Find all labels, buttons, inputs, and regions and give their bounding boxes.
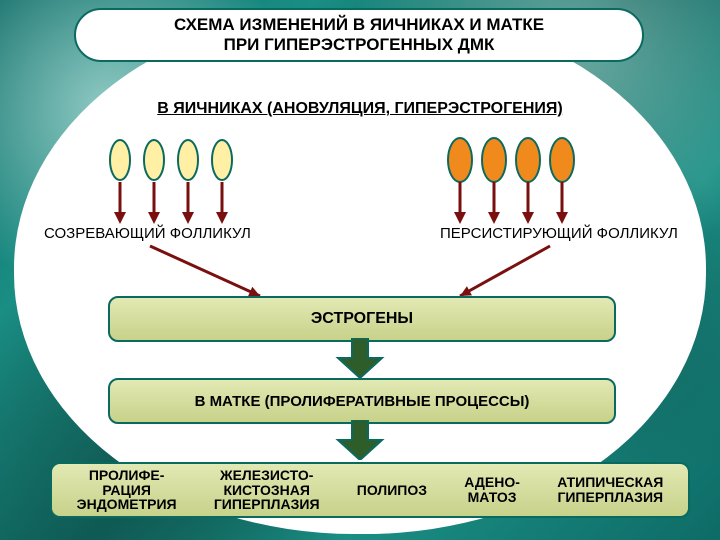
uterus-label: В МАТКЕ (ПРОЛИФЕРАТИВНЫЕ ПРОЦЕССЫ) — [195, 393, 530, 410]
outcome-item: ПРОЛИФЕ- РАЦИЯ ЭНДОМЕТРИЯ — [77, 468, 177, 512]
uterus-band: В МАТКЕ (ПРОЛИФЕРАТИВНЫЕ ПРОЦЕССЫ) — [108, 378, 616, 424]
subtitle-text: В ЯИЧНИКАХ (АНОВУЛЯЦИЯ, ГИПЕРЭСТРОГЕНИЯ) — [0, 100, 720, 118]
follicle-group-right — [440, 138, 620, 233]
follicle-label-left: СОЗРЕВАЮЩИЙ ФОЛЛИКУЛ — [44, 225, 251, 242]
title-box: СХЕМА ИЗМЕНЕНИЙ В ЯИЧНИКАХ И МАТКЕПРИ ГИ… — [74, 8, 644, 62]
outcome-item: АДЕНО- МАТОЗ — [464, 475, 520, 504]
estrogen-label: ЭСТРОГЕНЫ — [311, 310, 413, 328]
slide-background: СХЕМА ИЗМЕНЕНИЙ В ЯИЧНИКАХ И МАТКЕПРИ ГИ… — [0, 0, 720, 540]
outcome-item: АТИПИЧЕСКАЯ ГИПЕРПЛАЗИЯ — [557, 475, 663, 504]
title-text: СХЕМА ИЗМЕНЕНИЙ В ЯИЧНИКАХ И МАТКЕПРИ ГИ… — [174, 15, 544, 56]
follicle-label-right: ПЕРСИСТИРУЮЩИЙ ФОЛЛИКУЛ — [440, 225, 678, 242]
follicle-group-left — [100, 138, 280, 233]
arrow-estrogen-to-uterus — [0, 338, 720, 378]
outcome-item: ПОЛИПОЗ — [357, 483, 427, 498]
outcomes-band: ПРОЛИФЕ- РАЦИЯ ЭНДОМЕТРИЯ ЖЕЛЕЗИСТО- КИСТ… — [50, 462, 690, 518]
outcome-item: ЖЕЛЕЗИСТО- КИСТОЗНАЯ ГИПЕРПЛАЗИЯ — [214, 468, 320, 512]
arrow-uterus-to-outcomes — [0, 420, 720, 460]
estrogen-band: ЭСТРОГЕНЫ — [108, 296, 616, 342]
